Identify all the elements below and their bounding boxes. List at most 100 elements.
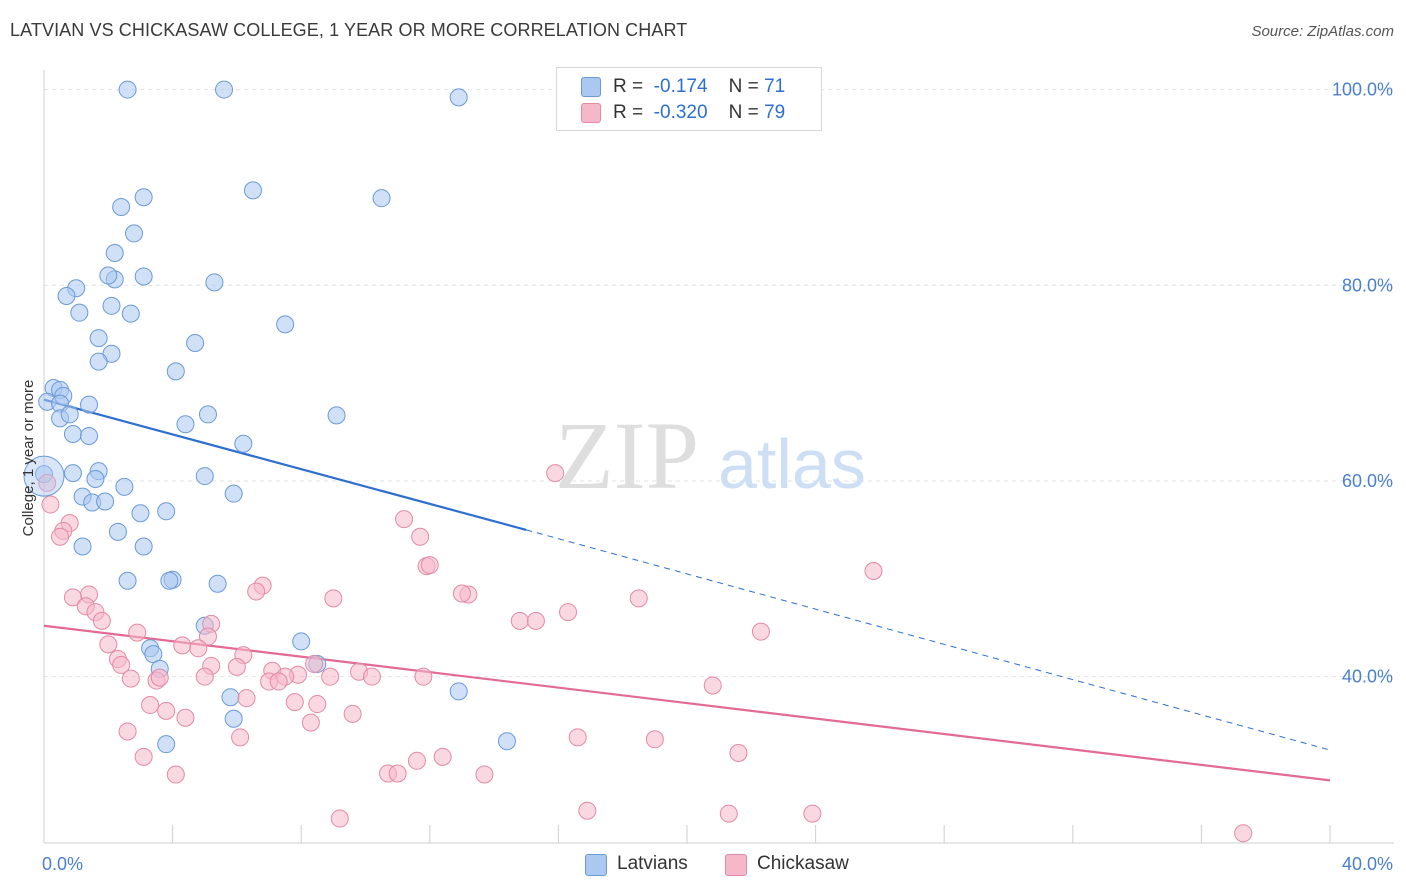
point-chickasaw [173,636,192,655]
point-chickasaw [645,730,664,749]
point-chickasaw [388,764,407,783]
point-latvians [73,537,92,556]
point-latvians [221,688,240,707]
chickasaw-swatch [581,103,601,123]
point-latvians [63,424,82,443]
point-latvians [102,296,121,315]
point-latvians [215,80,234,99]
point-latvians [157,735,176,754]
point-chickasaw [63,588,82,607]
point-latvians [134,188,153,207]
point-latvians [131,504,150,523]
latvians-legend-label: Latvians [617,853,688,874]
watermark-zip: ZIP [555,402,699,509]
y-axis-label: College, 1 year or more [20,380,37,537]
point-chickasaw [395,510,414,529]
y-tick-label: 100.0% [1332,80,1393,100]
point-chickasaw [407,751,426,770]
n-label: N = [728,102,759,123]
point-latvians [108,522,127,541]
n-value-latvians: 71 [764,76,786,97]
point-chickasaw [321,667,340,686]
point-latvians [276,315,295,334]
point-latvians [115,477,134,496]
point-chickasaw [99,635,118,654]
point-latvians [224,709,243,728]
point-latvians [57,287,76,306]
point-chickasaw [411,527,430,546]
point-chickasaw [629,589,648,608]
point-latvians [60,405,79,424]
point-latvians [186,333,205,352]
latvians-legend-swatch [585,854,607,876]
n-value-chickasaw: 79 [764,102,786,123]
correlation-legend: R = -0.174 N = 71 R = -0.320 N = 79 [556,67,822,131]
data-points [23,80,1253,843]
point-latvians [243,181,262,200]
chickasaw-legend-label: Chickasaw [757,853,849,874]
point-latvians [205,273,224,292]
y-tick-label: 40.0% [1342,667,1393,687]
point-chickasaw [247,582,266,601]
point-latvians [198,405,217,424]
point-chickasaw [237,689,256,708]
point-latvians [86,470,105,489]
point-chickasaw [198,627,217,646]
r-value-chickasaw: -0.320 [653,102,708,123]
r-label: R = [613,102,644,123]
trend-line-latvians [43,398,527,531]
point-chickasaw [195,667,214,686]
point-latvians [166,362,185,381]
point-chickasaw [546,464,565,483]
point-chickasaw [362,667,381,686]
point-chickasaw [301,713,320,732]
point-chickasaw [324,589,343,608]
point-latvians [118,80,137,99]
grid-lines [44,89,1394,678]
point-latvians [327,406,346,425]
point-chickasaw [510,611,529,630]
point-latvians [70,303,89,322]
point-chickasaw [92,611,111,630]
r-label: R = [613,76,644,97]
point-latvians [112,197,131,216]
point-chickasaw [189,639,208,658]
point-chickasaw [526,611,545,630]
point-latvians [157,502,176,521]
x-tick-label: 40.0% [1342,854,1393,874]
point-chickasaw [150,668,169,687]
point-chickasaw [1234,824,1253,843]
point-latvians [63,464,82,483]
watermark: ZIP atlas [555,402,866,509]
point-chickasaw [578,801,597,820]
point-chickasaw [452,584,471,603]
point-chickasaw [38,473,57,492]
point-latvians [99,266,118,285]
point-chickasaw [803,804,822,823]
point-chickasaw [343,704,362,723]
point-chickasaw [269,672,288,691]
point-chickasaw [141,696,160,715]
point-chickasaw [305,654,324,673]
point-latvians [89,352,108,371]
point-latvians [80,426,99,445]
point-latvians [160,571,179,590]
point-chickasaw [330,809,349,828]
point-chickasaw [41,495,60,514]
point-latvians [89,329,108,348]
point-chickasaw [176,708,195,727]
source-credit: Source: ZipAtlas.com [1251,23,1394,40]
point-latvians [176,415,195,434]
point-chickasaw [308,695,327,714]
x-tick-label: 0.0% [42,854,83,874]
point-latvians [234,434,253,453]
point-latvians [449,88,468,107]
point-latvians [292,632,311,651]
point-latvians [195,467,214,486]
point-latvians [105,243,124,262]
x-tick-labels: 0.0% 40.0% [42,854,1393,874]
point-chickasaw [751,622,770,641]
point-chickasaw [433,747,452,766]
point-chickasaw [227,657,246,676]
